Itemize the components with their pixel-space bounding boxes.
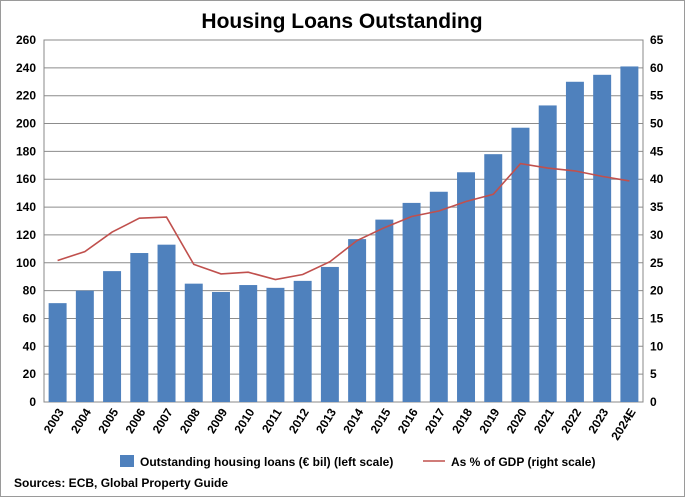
bar [157, 244, 176, 402]
bar [375, 219, 394, 402]
x-tick-label: 2008 [177, 406, 203, 436]
x-tick-label: 2022 [558, 406, 584, 436]
bar [348, 239, 367, 402]
x-tick-label: 2019 [476, 406, 502, 436]
right-tick-label: 20 [650, 284, 664, 298]
x-tick-label: 2018 [449, 406, 475, 436]
right-tick-label: 0 [650, 395, 657, 409]
bar [130, 253, 149, 402]
plot-area [43, 39, 644, 403]
left-tick-label: 60 [23, 311, 37, 325]
bar [429, 191, 448, 402]
left-axis-ticks: 0 20 40 60 80 100 120 140 160 180 200 220 240 260 [16, 33, 36, 409]
left-tick-label: 20 [23, 367, 37, 381]
left-tick-label: 120 [16, 228, 36, 242]
x-tick-label: 2012 [286, 406, 312, 436]
x-tick-label: 2020 [504, 406, 530, 436]
x-tick-label: 2023 [585, 406, 611, 436]
bar [457, 172, 476, 402]
left-tick-label: 0 [29, 395, 36, 409]
bar [103, 271, 122, 402]
x-tick-label: 2009 [204, 406, 230, 436]
left-tick-label: 200 [16, 117, 36, 131]
bar [565, 81, 584, 403]
left-tick-label: 240 [16, 61, 36, 75]
left-tick-label: 140 [16, 200, 36, 214]
bar [320, 266, 339, 402]
left-tick-label: 160 [16, 172, 36, 186]
x-tick-label: 2014 [340, 406, 366, 436]
bar [293, 280, 312, 402]
bar [593, 74, 612, 403]
right-tick-label: 60 [650, 61, 664, 75]
x-tick-label: 2021 [531, 406, 557, 436]
left-tick-label: 80 [23, 284, 37, 298]
x-tick-label: 2015 [368, 406, 394, 436]
right-tick-label: 35 [650, 200, 664, 214]
bar [211, 292, 230, 402]
x-tick-label: 2004 [68, 406, 94, 436]
right-tick-label: 50 [650, 117, 664, 131]
left-tick-label: 180 [16, 144, 36, 158]
bar [484, 154, 503, 402]
x-tick-label: 2005 [95, 406, 121, 436]
legend-bar-label: Outstanding housing loans (€ bil) (left … [140, 455, 393, 469]
x-tick-label: 2003 [41, 406, 67, 436]
x-axis-ticks: 2003 2004 2005 2006 2007 2008 2009 2010 2011 2012… [41, 406, 639, 443]
right-tick-label: 25 [650, 256, 664, 270]
gdp-line-series [57, 162, 630, 281]
right-tick-label: 45 [650, 144, 664, 158]
right-tick-label: 55 [650, 89, 664, 103]
bar [402, 202, 421, 402]
x-tick-label: 2016 [395, 406, 421, 436]
left-tick-label: 40 [23, 339, 37, 353]
chart-title: Housing Loans Outstanding [201, 10, 482, 33]
left-tick-label: 260 [16, 33, 36, 47]
bar [48, 303, 67, 402]
source-note: Sources: ECB, Global Property Guide [14, 476, 228, 490]
right-tick-label: 40 [650, 172, 664, 186]
bar [266, 287, 285, 402]
x-tick-label: 2010 [231, 406, 257, 436]
right-tick-label: 10 [650, 339, 664, 353]
bar [75, 290, 94, 402]
x-tick-label: 2007 [150, 406, 176, 436]
bar [239, 285, 258, 402]
x-tick-label: 2011 [259, 406, 285, 436]
legend: Outstanding housing loans (€ bil) (left … [120, 455, 595, 469]
bar [538, 105, 557, 402]
right-tick-label: 30 [650, 228, 664, 242]
legend-line-label: As % of GDP (right scale) [451, 455, 595, 469]
right-tick-label: 65 [650, 33, 664, 47]
x-tick-label: 2013 [313, 406, 339, 436]
left-tick-label: 220 [16, 89, 36, 103]
x-tick-label: 2024E [608, 406, 638, 443]
x-tick-label: 2006 [123, 406, 149, 436]
x-tick-label: 2017 [422, 406, 448, 436]
bar [184, 283, 203, 402]
right-tick-label: 5 [650, 367, 657, 381]
bar [620, 66, 639, 402]
bar-series [48, 66, 639, 403]
legend-bar-swatch [120, 455, 134, 467]
left-tick-label: 100 [16, 256, 36, 270]
right-tick-label: 15 [650, 311, 664, 325]
bar [511, 127, 530, 402]
right-axis-ticks: 0 5 10 15 20 25 30 35 40 45 50 55 60 65 [650, 33, 664, 409]
